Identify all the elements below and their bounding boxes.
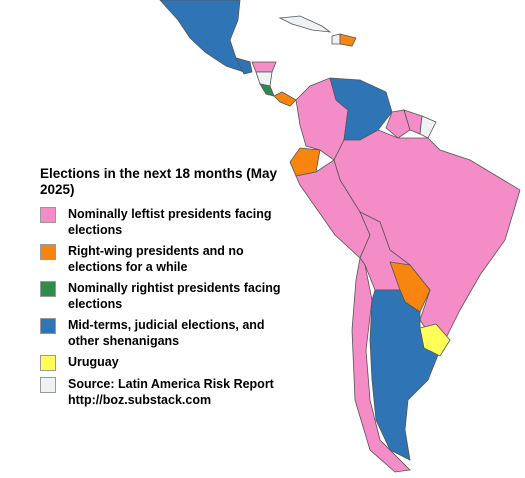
panama bbox=[273, 91, 297, 107]
legend-title: Elections in the next 18 months (May 202… bbox=[40, 166, 278, 197]
legend-label: Nominally leftist presidents facing elec… bbox=[68, 207, 272, 237]
guatemala bbox=[235, 57, 253, 75]
mexico bbox=[159, 0, 251, 73]
legend-label: Nominally rightist presidents facing ele… bbox=[68, 281, 281, 311]
legend-item: Nominally leftist presidents facing elec… bbox=[40, 206, 300, 238]
legend-item: Nominally rightist presidents facing ele… bbox=[40, 280, 300, 312]
legend-swatch bbox=[40, 281, 56, 297]
nicaragua bbox=[255, 71, 273, 87]
legend-label: Right-wing presidents and no elections f… bbox=[68, 244, 244, 274]
haiti bbox=[331, 33, 341, 45]
legend: Elections in the next 18 months (May 202… bbox=[40, 166, 300, 413]
legend-label: Mid-terms, judicial elections, and other… bbox=[68, 318, 265, 348]
legend-item: Right-wing presidents and no elections f… bbox=[40, 243, 300, 275]
legend-label: Uruguay bbox=[68, 355, 119, 369]
legend-swatch bbox=[40, 318, 56, 334]
legend-item: Source: Latin America Risk Report http:/… bbox=[40, 376, 300, 408]
legend-swatch bbox=[40, 207, 56, 223]
guyana bbox=[385, 109, 411, 139]
legend-swatch bbox=[40, 377, 56, 393]
dominican-republic bbox=[339, 33, 357, 47]
uruguay bbox=[419, 323, 451, 357]
costa-rica bbox=[259, 83, 275, 97]
cuba bbox=[278, 15, 332, 33]
legend-swatch bbox=[40, 355, 56, 371]
legend-item: Mid-terms, judicial elections, and other… bbox=[40, 317, 300, 349]
french-guiana bbox=[419, 115, 437, 139]
legend-label: Source: Latin America Risk Report http:/… bbox=[68, 377, 274, 407]
honduras bbox=[251, 61, 277, 73]
legend-swatch bbox=[40, 244, 56, 260]
legend-item: Uruguay bbox=[40, 354, 300, 371]
